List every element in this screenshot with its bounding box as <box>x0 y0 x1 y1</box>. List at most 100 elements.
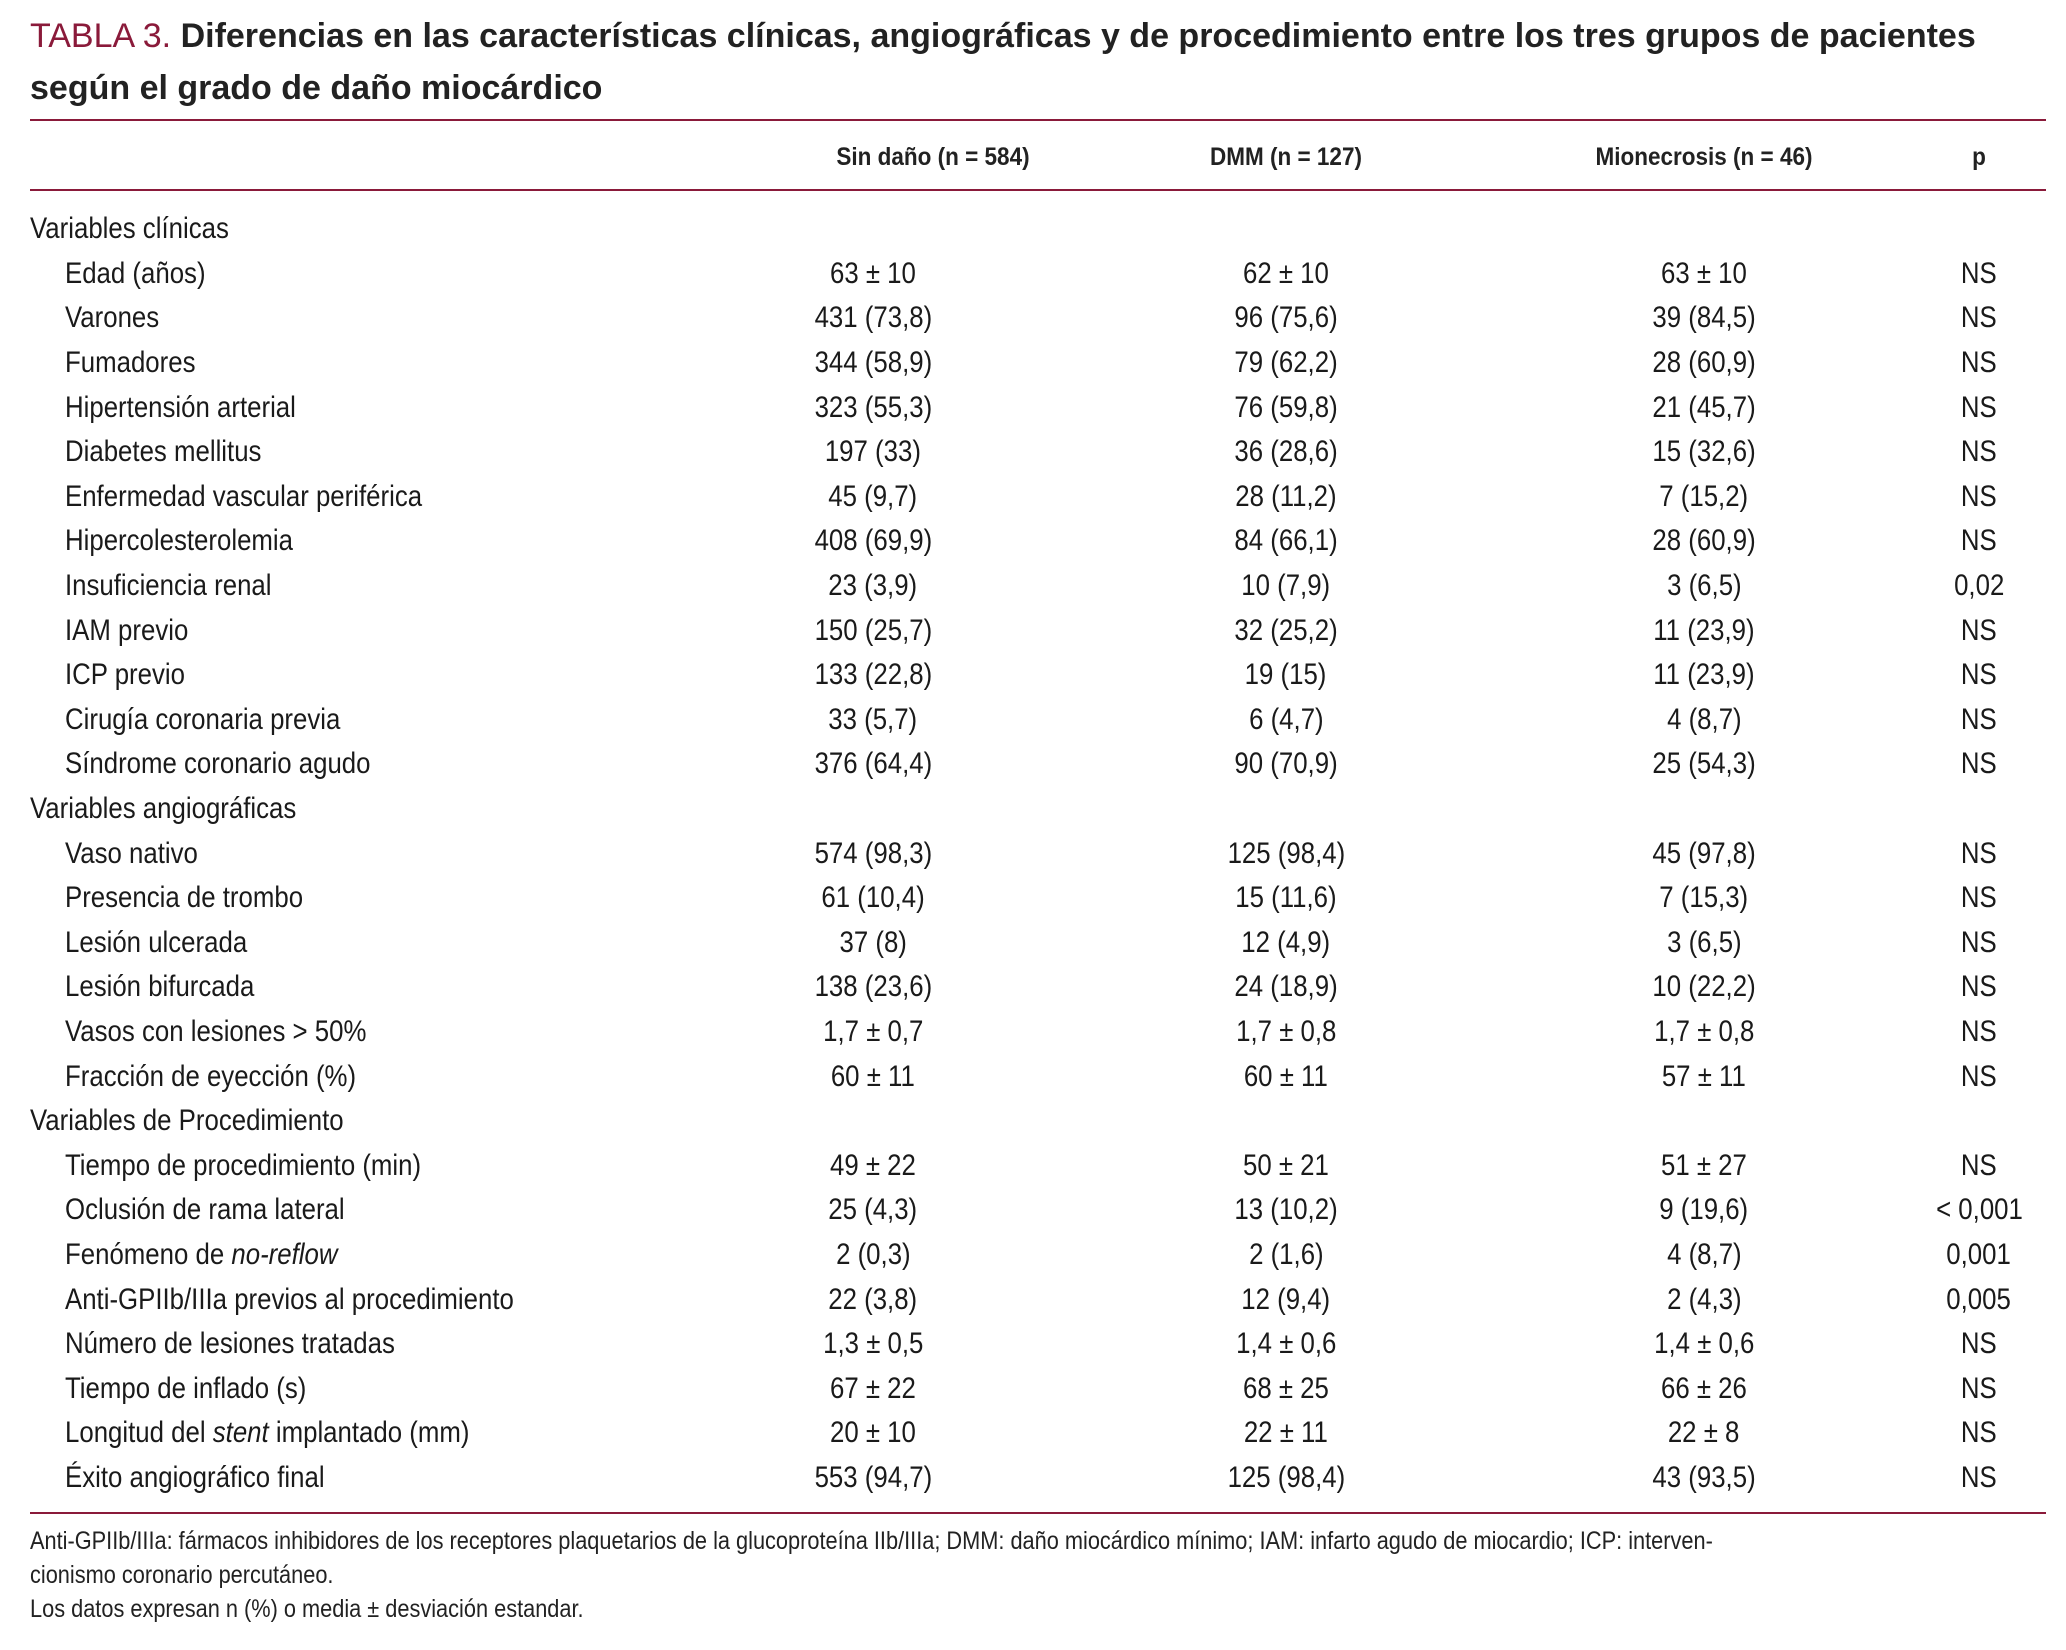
table-row: Fenómeno de no-reflow 2 (0,3) 2 (1,6) 4 (8,… <box>30 1233 2046 1278</box>
footnotes: Anti-GPIIb/IIIa: fármacos inhibidores de… <box>30 1524 2031 1626</box>
section-row: Variables clínicas <box>30 207 2046 252</box>
value-cell: 22 ± 11 <box>1244 1416 1328 1450</box>
value-cell: 7 (15,2) <box>1659 479 1749 513</box>
value-cell: 4 (8,7) <box>1666 702 1742 736</box>
value-cell: 24 (18,9) <box>1234 970 1338 1004</box>
value-cell: 125 (98,4) <box>1227 836 1345 870</box>
row-label: Fenómeno de no-reflow <box>65 1233 337 1277</box>
top-rule <box>30 119 2046 121</box>
value-cell: 1,3 ± 0,5 <box>822 1327 924 1361</box>
value-cell: 28 (60,9) <box>1652 346 1756 380</box>
value-cell: 60 ± 11 <box>831 1059 915 1093</box>
p-value-cell: NS <box>1961 658 1997 692</box>
value-cell: 66 ± 26 <box>1661 1371 1747 1405</box>
value-cell: 25 (54,3) <box>1652 747 1756 781</box>
value-cell: 150 (25,7) <box>814 613 932 647</box>
value-cell: 9 (19,6) <box>1659 1193 1749 1227</box>
table-row: Tiempo de inflado (s) 67 ± 22 68 ± 25 66 ± … <box>30 1366 2046 1411</box>
table-row: Hipercolesterolemia 408 (69,9) 84 (66,1) 28… <box>30 519 2046 564</box>
value-cell: 33 (5,7) <box>828 702 918 736</box>
value-cell: 12 (4,9) <box>1241 925 1331 959</box>
p-value-cell: NS <box>1961 301 1997 335</box>
row-label: IAM previo <box>65 613 189 647</box>
row-label: Varones <box>65 301 160 335</box>
value-cell: 22 ± 8 <box>1668 1416 1740 1450</box>
row-label: Tiempo de inflado (s) <box>65 1371 307 1405</box>
value-cell: 61 (10,4) <box>821 881 925 915</box>
table-row: Tiempo de procedimiento (min) 49 ± 22 50 ±… <box>30 1143 2046 1188</box>
value-cell: 11 (23,9) <box>1653 658 1755 692</box>
footnote-abbreviations-cont: cionismo coronario percutáneo. <box>30 1561 334 1589</box>
value-cell: 63 ± 10 <box>1661 256 1747 290</box>
value-cell: 408 (69,9) <box>814 524 932 558</box>
p-value-cell: NS <box>1961 1327 1997 1361</box>
table-title: TABLA 3. Diferencias en las característi… <box>30 10 2046 114</box>
value-cell: 79 (62,2) <box>1234 346 1338 380</box>
value-cell: 12 (9,4) <box>1241 1282 1331 1316</box>
section-label: Variables de Procedimiento <box>30 1104 344 1138</box>
p-value-cell: NS <box>1961 435 1997 469</box>
section-label: Variables clínicas <box>30 212 229 246</box>
value-cell: 25 (4,3) <box>828 1193 918 1227</box>
header-mionecrosis: Mionecrosis (n = 46) <box>1595 143 1813 171</box>
value-cell: 67 ± 22 <box>830 1371 916 1405</box>
value-cell: 21 (45,7) <box>1652 390 1756 424</box>
p-value-cell: NS <box>1961 925 1997 959</box>
value-cell: 32 (25,2) <box>1234 613 1338 647</box>
value-cell: 19 (15) <box>1245 658 1327 692</box>
value-cell: 125 (98,4) <box>1227 1460 1345 1494</box>
row-label: Lesión bifurcada <box>65 970 255 1004</box>
p-value-cell: NS <box>1961 524 1997 558</box>
value-cell: 138 (23,6) <box>814 970 932 1004</box>
table-row: Varones 431 (73,8) 96 (75,6) 39 (84,5) NS <box>30 296 2046 341</box>
p-value-cell: NS <box>1961 1059 1997 1093</box>
row-label: Lesión ulcerada <box>65 925 248 959</box>
p-value-cell: NS <box>1961 970 1997 1004</box>
row-label: Vasos con lesiones > 50% <box>65 1014 367 1048</box>
row-label: Fracción de eyección (%) <box>65 1059 357 1093</box>
footnote-abbreviations: Anti-GPIIb/IIIa: fármacos inhibidores de… <box>30 1527 1713 1555</box>
row-label: Tiempo de procedimiento (min) <box>65 1148 422 1182</box>
row-label: Edad (años) <box>65 256 206 290</box>
value-cell: 39 (84,5) <box>1652 301 1756 335</box>
p-value-cell: NS <box>1961 256 1997 290</box>
row-label-italic: stent <box>212 1416 269 1450</box>
value-cell: 344 (58,9) <box>814 346 932 380</box>
table-row: Insuficiencia renal 23 (3,9) 10 (7,9) 3 (6,… <box>30 564 2046 609</box>
value-cell: 45 (97,8) <box>1652 836 1756 870</box>
value-cell: 133 (22,8) <box>814 658 932 692</box>
value-cell: 3 (6,5) <box>1666 569 1742 603</box>
table-row: Diabetes mellitus 197 (33) 36 (28,6) 15 (32… <box>30 430 2046 475</box>
value-cell: 49 ± 22 <box>830 1148 916 1182</box>
header-rule <box>30 189 2046 191</box>
value-cell: 1,7 ± 0,8 <box>1653 1014 1755 1048</box>
value-cell: 4 (8,7) <box>1666 1237 1742 1271</box>
value-cell: 84 (66,1) <box>1234 524 1338 558</box>
p-value-cell: NS <box>1961 881 1997 915</box>
value-cell: 10 (7,9) <box>1241 569 1331 603</box>
value-cell: 62 ± 10 <box>1243 256 1329 290</box>
value-cell: 15 (11,6) <box>1235 881 1337 915</box>
value-cell: 11 (23,9) <box>1653 613 1755 647</box>
row-label: Vaso nativo <box>65 836 198 870</box>
row-label: Éxito angiográfico final <box>65 1460 325 1494</box>
row-label: Longitud del stent implantado (mm) <box>65 1411 469 1455</box>
table-row: Lesión bifurcada 138 (23,6) 24 (18,9) 10 (2… <box>30 965 2046 1010</box>
table-row: Anti-GPIIb/IIIa previos al procedimiento… <box>30 1277 2046 1322</box>
value-cell: 431 (73,8) <box>814 301 932 335</box>
value-cell: 6 (4,7) <box>1248 702 1324 736</box>
value-cell: 1,7 ± 0,7 <box>822 1014 924 1048</box>
value-cell: 45 (9,7) <box>828 479 918 513</box>
value-cell: 57 ± 11 <box>1662 1059 1746 1093</box>
value-cell: 43 (93,5) <box>1652 1460 1756 1494</box>
row-label: Oclusión de rama lateral <box>65 1193 345 1227</box>
value-cell: 553 (94,7) <box>814 1460 932 1494</box>
table-row: Éxito angiográfico final 553 (94,7) 125 (9… <box>30 1456 2046 1501</box>
p-value-cell: NS <box>1961 390 1997 424</box>
value-cell: 10 (22,2) <box>1652 970 1756 1004</box>
table-row: Vasos con lesiones > 50% 1,7 ± 0,7 1,7 ± 0… <box>30 1010 2046 1055</box>
table-row: Presencia de trombo 61 (10,4) 15 (11,6) 7 (… <box>30 876 2046 921</box>
value-cell: 68 ± 25 <box>1243 1371 1329 1405</box>
table-row: IAM previo 150 (25,7) 32 (25,2) 11 (23,9) NS <box>30 608 2046 653</box>
value-cell: 197 (33) <box>824 435 922 469</box>
